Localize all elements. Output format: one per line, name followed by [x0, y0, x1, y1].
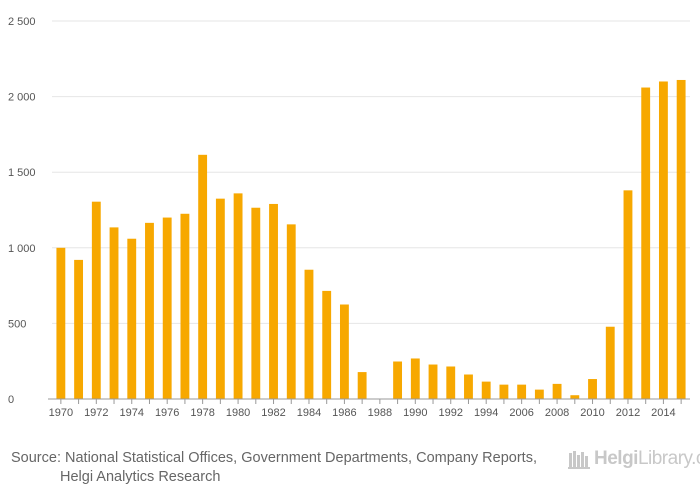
- x-tick-label: 1980: [226, 407, 250, 419]
- x-tick-label: 1972: [84, 407, 108, 419]
- bar-1976: [162, 217, 172, 399]
- bar-1985: [322, 290, 332, 399]
- x-tick-label: 1978: [190, 407, 214, 419]
- source-line-2: Helgi Analytics Research: [60, 469, 221, 485]
- y-tick-label: 0: [8, 394, 14, 406]
- bar-1980: [233, 193, 243, 399]
- bar-1979: [215, 198, 225, 399]
- x-tick-label: 1984: [297, 407, 321, 419]
- x-tick-label: 1994: [474, 407, 498, 419]
- bar-2007: [534, 389, 544, 399]
- bar-1983: [286, 224, 296, 399]
- y-tick-label: 1 500: [8, 167, 36, 179]
- bar-1973: [109, 227, 119, 399]
- helgi-library-logo: HelgiLibrary.com: [568, 446, 700, 472]
- bar-2015: [676, 79, 686, 399]
- x-tick-label: 1982: [261, 407, 285, 419]
- bar-2009: [570, 395, 580, 399]
- bar-1992: [446, 366, 456, 399]
- logo-text-suffix: .com: [691, 448, 700, 469]
- x-tick-label: 1976: [155, 407, 179, 419]
- bar-1989: [393, 361, 403, 399]
- bar-1977: [180, 213, 190, 399]
- bar-1981: [251, 207, 261, 399]
- source-line-1: Source: National Statistical Offices, Go…: [11, 450, 537, 466]
- bar-2014: [658, 81, 668, 399]
- bar-1978: [198, 154, 208, 399]
- x-tick-label: 2014: [651, 407, 675, 419]
- bar-2011: [605, 326, 615, 399]
- x-tick-label: 1988: [368, 407, 392, 419]
- logo-text: HelgiLibrary.com: [594, 448, 700, 470]
- source-note: Source: National Statistical Offices, Go…: [11, 449, 537, 487]
- bookshelf-icon: [568, 451, 590, 469]
- x-tick-label: 1992: [439, 407, 463, 419]
- y-tick-label: 1 000: [8, 243, 36, 255]
- bar-1984: [304, 269, 314, 399]
- x-tick-label: 2006: [509, 407, 533, 419]
- bar-1986: [339, 304, 349, 399]
- bar-1993: [464, 374, 473, 399]
- logo-text-bold: Helgi: [594, 448, 638, 469]
- x-axis-ticks: 1970 1972 1974 1976 1978 1980 1982 1984 1986 1988…: [49, 399, 682, 419]
- bar-1991: [428, 364, 438, 399]
- bar-1994: [481, 381, 491, 399]
- bar-1975: [145, 222, 154, 399]
- bar-2013: [641, 87, 651, 399]
- bar-1974: [127, 238, 137, 399]
- x-tick-label: 2010: [580, 407, 604, 419]
- x-tick-label: 2008: [545, 407, 569, 419]
- y-tick-label: 500: [8, 318, 26, 330]
- gridlines: [52, 20, 690, 324]
- bar-2012: [623, 190, 633, 399]
- x-tick-label: 1974: [120, 407, 144, 419]
- bar-1982: [269, 203, 278, 399]
- x-tick-label: 1970: [49, 407, 73, 419]
- bars: [56, 79, 686, 399]
- bar-1987: [357, 372, 367, 399]
- bar-1972: [91, 201, 101, 399]
- bar-1990: [410, 358, 420, 399]
- x-tick-label: 1990: [403, 407, 427, 419]
- y-tick-label: 2 000: [8, 92, 36, 104]
- bar-1970: [56, 247, 66, 399]
- bar-1995: [499, 384, 509, 399]
- y-axis-ticks: 0 500 1 000 1 500 2 000 2 500: [8, 16, 36, 406]
- bar-1971: [74, 259, 84, 399]
- bar-2010: [588, 379, 597, 399]
- bar-2006: [517, 384, 527, 399]
- bar-2008: [552, 383, 562, 399]
- logo-text-regular: Library: [637, 448, 692, 469]
- y-tick-label: 2 500: [8, 16, 36, 28]
- x-tick-label: 1986: [332, 407, 356, 419]
- x-tick-label: 2012: [616, 407, 640, 419]
